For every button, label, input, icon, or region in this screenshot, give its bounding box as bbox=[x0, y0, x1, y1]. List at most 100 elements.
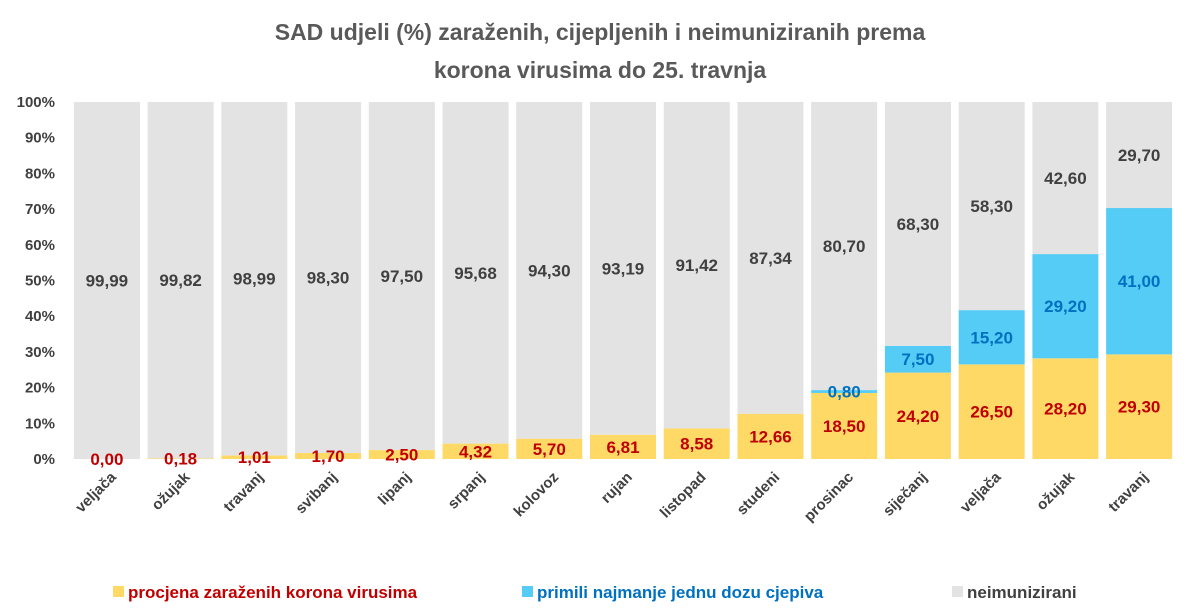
y-tick-label: 40% bbox=[25, 308, 55, 325]
bar-infected-8 bbox=[663, 428, 730, 459]
data-label-infected-14: 29,30 bbox=[1118, 398, 1161, 417]
data-label-unimmunized-5: 95,68 bbox=[454, 264, 497, 283]
legend-swatch-infected bbox=[113, 586, 124, 597]
bar-infected-12 bbox=[958, 364, 1025, 459]
bar-infected-4 bbox=[368, 450, 435, 459]
y-tick-label: 90% bbox=[25, 130, 55, 147]
chart-title: SAD udjeli (%) zaraženih, cijepljenih i … bbox=[275, 19, 926, 83]
data-label-infected-1: 0,18 bbox=[164, 450, 197, 469]
bar-unimmunized-8 bbox=[663, 102, 730, 429]
bar-vaccinated-13 bbox=[1032, 254, 1099, 359]
data-label-infected-13: 28,20 bbox=[1044, 400, 1087, 419]
x-category-label-7: rujan bbox=[598, 469, 636, 507]
x-category-label-14: travanj bbox=[1105, 469, 1152, 516]
legend-label-unimmunized: neimunizirani bbox=[967, 583, 1077, 602]
data-label-infected-5: 4,32 bbox=[459, 442, 492, 461]
x-category-label-0: veljača bbox=[72, 468, 120, 516]
bar-unimmunized-10 bbox=[811, 102, 878, 391]
bar-unimmunized-3 bbox=[295, 102, 362, 453]
data-label-vaccinated-10: 0,80 bbox=[828, 383, 861, 402]
legend-label-vaccinated: primili najmanje jednu dozu cjepiva bbox=[537, 583, 824, 602]
bar-infected-3 bbox=[295, 452, 362, 459]
data-label-unimmunized-14: 29,70 bbox=[1118, 146, 1161, 165]
bar-unimmunized-1 bbox=[147, 102, 214, 459]
bar-infected-5 bbox=[442, 443, 509, 459]
chart-title-line-2: korona virusima do 25. travnja bbox=[434, 57, 767, 83]
y-tick-label: 10% bbox=[25, 415, 55, 432]
data-label-infected-2: 1,01 bbox=[238, 448, 271, 467]
legend-swatch-vaccinated bbox=[522, 586, 533, 597]
data-label-vaccinated-12: 15,20 bbox=[970, 328, 1013, 347]
x-category-label-11: siječanj bbox=[880, 469, 931, 520]
x-category-label-3: svibanj bbox=[292, 469, 341, 518]
x-category-label-9: studeni bbox=[734, 469, 784, 519]
x-category-label-6: kolovoz bbox=[511, 469, 563, 521]
bar-infected-2 bbox=[221, 455, 288, 459]
bar-infected-7 bbox=[590, 434, 656, 459]
x-category-label-10: prosinac bbox=[801, 469, 857, 525]
bar-unimmunized-0 bbox=[73, 102, 140, 459]
data-label-infected-12: 26,50 bbox=[970, 403, 1013, 422]
data-label-infected-9: 12,66 bbox=[749, 427, 792, 446]
data-label-vaccinated-13: 29,20 bbox=[1044, 297, 1087, 316]
bar-vaccinated-10 bbox=[811, 390, 878, 393]
data-label-unimmunized-12: 58,30 bbox=[970, 197, 1013, 216]
legend-label-infected: procjena zaraženih korona virusima bbox=[128, 583, 418, 602]
data-label-unimmunized-9: 87,34 bbox=[749, 249, 792, 268]
data-label-unimmunized-2: 98,99 bbox=[233, 270, 276, 289]
data-label-infected-3: 1,70 bbox=[312, 447, 345, 466]
x-axis: veljača ožujak travanj svibanj lipanj srpanj k… bbox=[72, 468, 1152, 525]
x-category-label-1: ožujak bbox=[148, 468, 193, 513]
bar-infected-10 bbox=[811, 392, 878, 459]
bar-vaccinated-12 bbox=[958, 310, 1025, 365]
y-axis: 0% 10% 20% 30% 40% 50% 60% 70% 80% 90% 100% bbox=[17, 94, 55, 468]
y-tick-label: 30% bbox=[25, 344, 55, 361]
data-label-infected-10: 18,50 bbox=[823, 417, 866, 436]
bar-unimmunized-6 bbox=[516, 102, 583, 439]
data-label-infected-6: 5,70 bbox=[533, 440, 566, 459]
data-label-unimmunized-11: 68,30 bbox=[897, 215, 940, 234]
data-label-unimmunized-10: 80,70 bbox=[823, 237, 866, 256]
data-label-unimmunized-13: 42,60 bbox=[1044, 169, 1087, 188]
data-label-unimmunized-0: 99,99 bbox=[86, 272, 129, 291]
bar-unimmunized-9 bbox=[737, 102, 804, 414]
bar-infected-9 bbox=[737, 413, 804, 459]
bar-unimmunized-12 bbox=[958, 102, 1025, 311]
bar-vaccinated-14 bbox=[1106, 208, 1173, 355]
x-category-label-13: ožujak bbox=[1033, 468, 1078, 513]
data-label-vaccinated-14: 41,00 bbox=[1118, 272, 1161, 291]
bar-unimmunized-7 bbox=[590, 102, 656, 435]
data-labels: 0,00 99,99 0,18 99,82 1,01 98,99 1,70 98,30 2,50… bbox=[86, 146, 1161, 469]
data-label-unimmunized-3: 98,30 bbox=[307, 268, 350, 287]
data-label-unimmunized-4: 97,50 bbox=[381, 267, 424, 286]
bar-unimmunized-5 bbox=[442, 102, 509, 444]
data-label-unimmunized-1: 99,82 bbox=[159, 271, 202, 290]
x-category-label-12: veljača bbox=[957, 468, 1005, 516]
x-category-label-4: lipanj bbox=[375, 469, 415, 509]
legend-swatch-unimmunized bbox=[952, 586, 963, 597]
data-label-infected-0: 0,00 bbox=[90, 450, 123, 469]
data-label-unimmunized-6: 94,30 bbox=[528, 261, 571, 280]
bar-unimmunized-4 bbox=[368, 102, 435, 451]
bar-infected-11 bbox=[884, 372, 951, 459]
bar-vaccinated-11 bbox=[884, 345, 951, 373]
bar-unimmunized-14 bbox=[1106, 102, 1173, 209]
y-tick-label: 60% bbox=[25, 237, 55, 254]
y-tick-label: 0% bbox=[33, 451, 55, 468]
bar-infected-6 bbox=[516, 438, 583, 459]
bar-unimmunized-13 bbox=[1032, 102, 1099, 255]
data-label-unimmunized-8: 91,42 bbox=[675, 256, 718, 275]
y-tick-label: 50% bbox=[25, 273, 55, 290]
y-tick-label: 80% bbox=[25, 165, 55, 182]
data-label-vaccinated-11: 7,50 bbox=[901, 350, 934, 369]
data-label-unimmunized-7: 93,19 bbox=[602, 259, 645, 278]
bar-infected-14 bbox=[1106, 354, 1173, 459]
chart-title-line-1: SAD udjeli (%) zaraženih, cijepljenih i … bbox=[275, 19, 926, 45]
legend: procjena zaraženih korona virusima primil… bbox=[113, 583, 1077, 602]
x-category-label-5: srpanj bbox=[445, 469, 489, 513]
bar-infected-13 bbox=[1032, 358, 1099, 459]
data-label-infected-7: 6,81 bbox=[606, 438, 639, 457]
bar-unimmunized-2 bbox=[221, 102, 288, 456]
